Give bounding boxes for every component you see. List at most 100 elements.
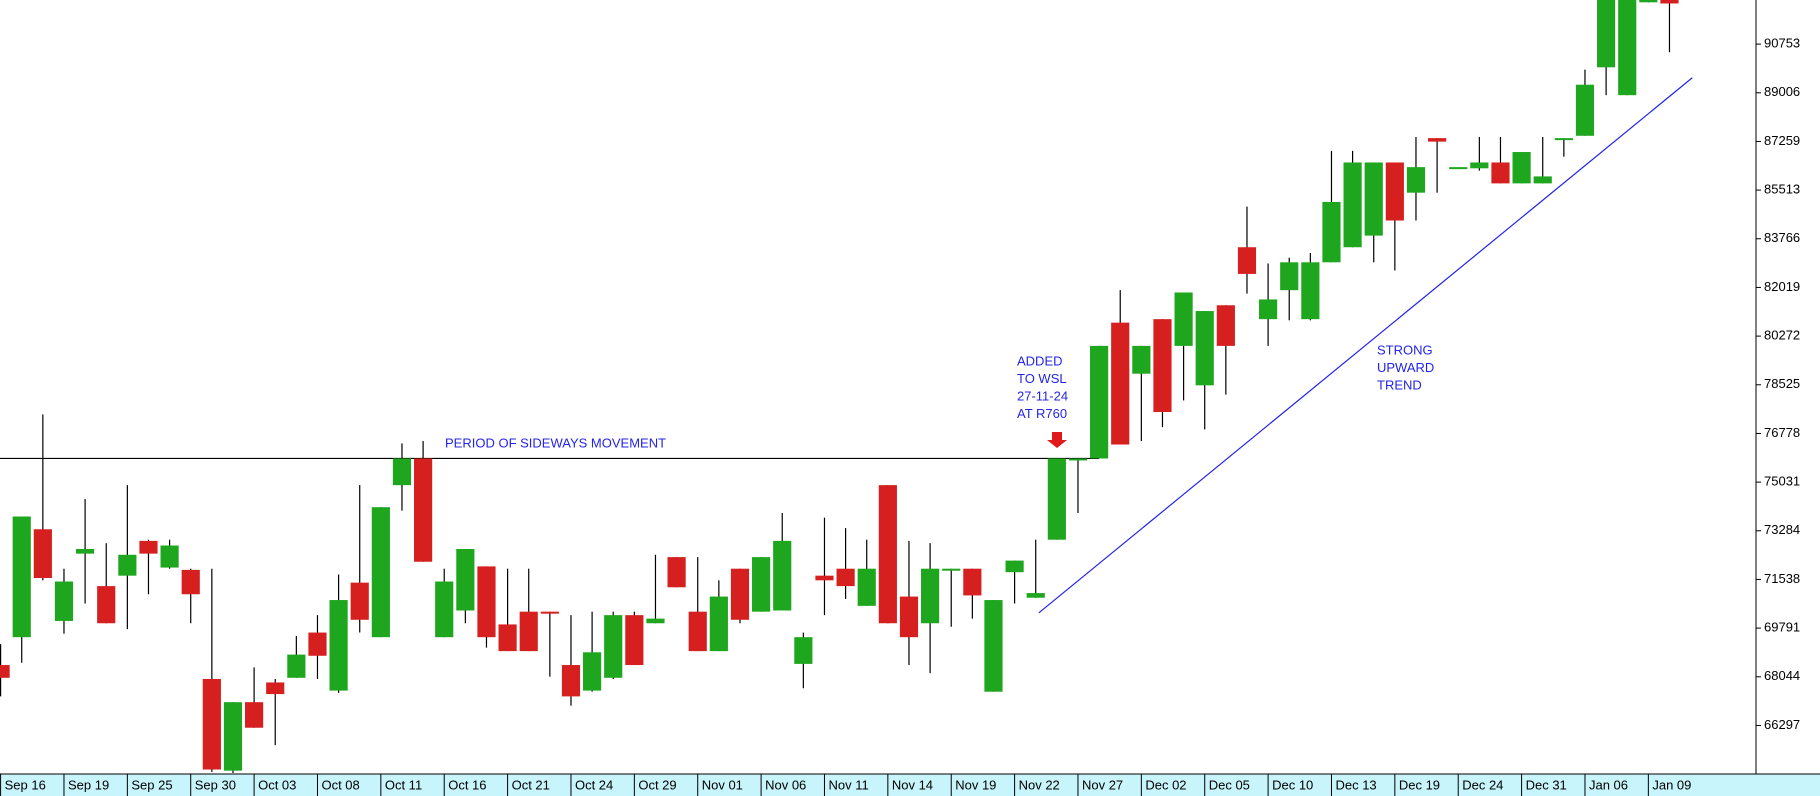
candle-body <box>815 575 834 581</box>
candle-body <box>1639 0 1658 3</box>
x-tick-label: Sep 16 <box>5 777 46 792</box>
candle-body <box>54 581 74 621</box>
x-tick-label: Oct 29 <box>638 777 676 792</box>
candle-body <box>160 545 179 568</box>
candle-body <box>857 568 876 606</box>
candle-body <box>223 702 243 771</box>
x-tick-label: Oct 24 <box>575 777 613 792</box>
candle-body <box>942 568 961 571</box>
candle-body <box>667 557 686 588</box>
x-tick-label: Nov 19 <box>955 777 996 792</box>
candle-body <box>519 611 538 652</box>
x-tick-label: Nov 11 <box>828 777 868 792</box>
candle-body <box>1597 0 1616 68</box>
candle-body <box>435 581 454 638</box>
y-tick-label: 80272 <box>1764 328 1800 343</box>
annotation: TO WSL <box>1017 371 1067 386</box>
candle-body <box>899 596 919 638</box>
candle-body <box>456 548 475 611</box>
candle-body <box>1153 319 1172 413</box>
candle-body <box>1195 311 1214 386</box>
candle-body <box>963 568 982 596</box>
x-tick-label: Jan 06 <box>1589 777 1628 792</box>
x-tick-label: Oct 11 <box>385 777 422 792</box>
y-tick-label: 68044 <box>1764 668 1800 683</box>
plot-area <box>0 0 1693 773</box>
candle-body <box>1047 458 1066 540</box>
candle-body <box>181 569 200 595</box>
y-tick-label: 83766 <box>1764 230 1800 245</box>
candle-body <box>1428 138 1447 142</box>
candle-body <box>1470 162 1489 169</box>
candle-body <box>836 568 855 587</box>
candle-body <box>625 615 644 666</box>
candle-body <box>773 540 792 611</box>
y-tick-label: 71538 <box>1764 571 1800 586</box>
candle-body <box>414 458 433 562</box>
candle-body <box>498 624 517 652</box>
y-tick-label: 75031 <box>1764 474 1800 489</box>
candle-body <box>1216 305 1235 346</box>
x-axis-band <box>0 774 1820 796</box>
candle-body <box>1660 0 1679 4</box>
y-tick-label: 87259 <box>1764 133 1800 148</box>
candle-body <box>12 516 31 638</box>
candle-body <box>794 637 813 664</box>
candle-body <box>1618 0 1637 96</box>
candle-body <box>646 618 665 624</box>
candle-body <box>1385 162 1404 221</box>
candle-body <box>350 582 369 620</box>
candle-body <box>1174 292 1193 346</box>
candle-body <box>1575 84 1595 136</box>
candle-body <box>752 557 771 612</box>
candle-body <box>1322 201 1341 263</box>
x-tick-label: Oct 08 <box>321 777 359 792</box>
candle-body <box>477 566 496 638</box>
candle-body <box>287 654 306 678</box>
x-tick-label: Oct 03 <box>258 777 296 792</box>
candle-body <box>97 586 116 624</box>
candle-body <box>878 485 897 624</box>
candle-body <box>266 682 285 695</box>
arrow <box>1047 432 1067 448</box>
candle-body <box>76 548 95 554</box>
y-tick-label: 85513 <box>1764 182 1800 197</box>
candle-body <box>1259 299 1278 320</box>
candle-body <box>118 554 137 576</box>
candle-body <box>33 529 52 579</box>
x-tick-label: Dec 02 <box>1145 777 1186 792</box>
candle-body <box>1280 262 1299 291</box>
candle-body <box>308 632 327 656</box>
candle-body <box>921 568 940 624</box>
trend-line <box>1038 77 1693 614</box>
candle-body <box>1068 458 1088 461</box>
candle-body <box>392 458 412 486</box>
y-tick-label: 73284 <box>1764 522 1800 537</box>
candle-body <box>245 702 264 728</box>
x-tick-label: Sep 25 <box>131 777 172 792</box>
annotation: PERIOD OF SIDEWAYS MOVEMENT <box>445 435 666 450</box>
candle-body <box>202 678 221 770</box>
x-tick-label: Nov 06 <box>765 777 806 792</box>
candle-body <box>1533 176 1552 184</box>
candle-body <box>1237 247 1257 274</box>
candle-body <box>1005 560 1024 573</box>
candle-body <box>984 600 1003 692</box>
x-tick-label: Dec 24 <box>1462 777 1503 792</box>
y-tick-label: 76778 <box>1764 425 1800 440</box>
candle-body <box>583 652 602 691</box>
annotation: 27-11-24 <box>1017 388 1068 403</box>
candle-body <box>688 611 707 652</box>
candle-body <box>604 615 623 678</box>
x-tick-label: Oct 16 <box>448 777 486 792</box>
candle-body <box>1491 162 1510 184</box>
candle-body <box>730 568 750 620</box>
y-tick-label: 69791 <box>1764 620 1800 635</box>
x-tick-label: Sep 19 <box>68 777 109 792</box>
candle-body <box>540 611 559 614</box>
x-tick-label: Oct 21 <box>512 777 550 792</box>
x-tick-label: Nov 22 <box>1019 777 1060 792</box>
y-tick-label: 89006 <box>1764 84 1800 99</box>
x-tick-label: Dec 13 <box>1335 777 1376 792</box>
